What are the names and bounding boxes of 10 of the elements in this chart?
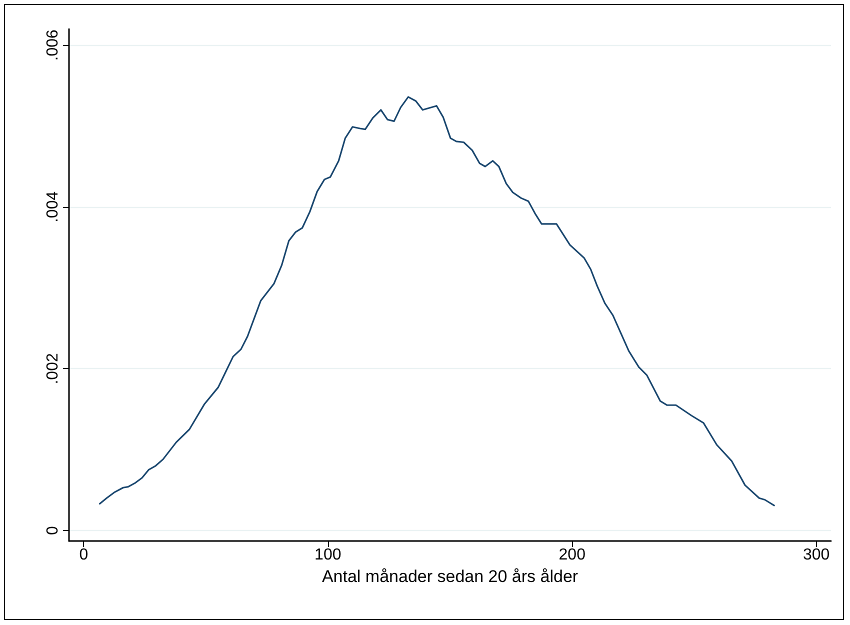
y-tick-label: .004 (44, 191, 62, 223)
x-tick-label: 200 (558, 546, 586, 564)
x-tick-label: 100 (314, 546, 342, 564)
y-tick-label: 0 (44, 526, 62, 535)
x-tick-label: 300 (802, 546, 830, 564)
y-tick-label: .002 (44, 353, 62, 384)
x-tick-label: 0 (79, 546, 88, 564)
line-series (98, 96, 775, 506)
y-tick-label: .006 (44, 30, 62, 61)
x-axis-title: Antal månader sedan 20 års ålder (322, 566, 578, 586)
